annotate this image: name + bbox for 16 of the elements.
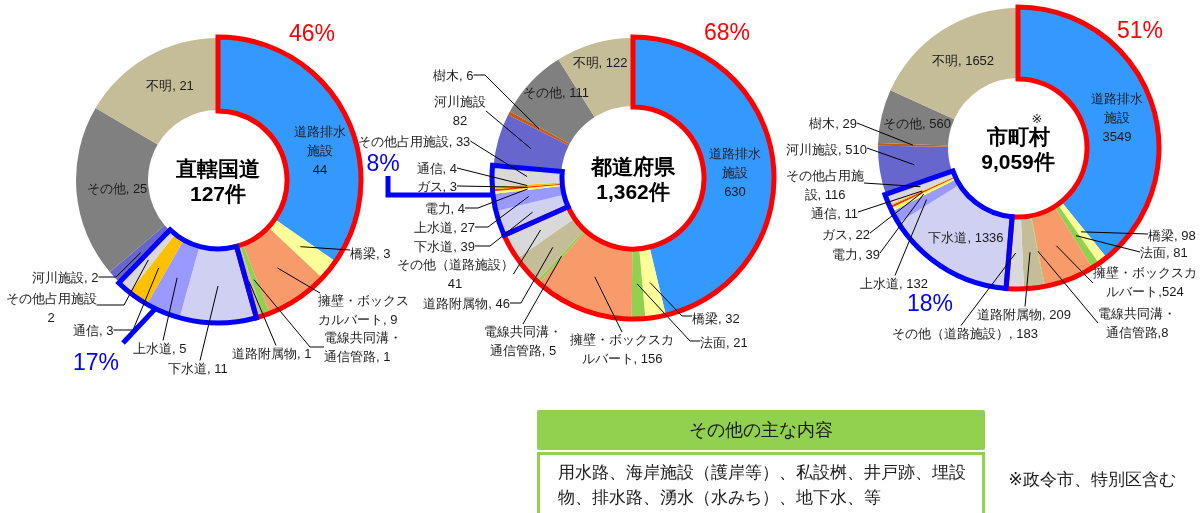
title: 直轄国道 xyxy=(176,156,260,180)
title: 市町村 xyxy=(986,124,1050,148)
subtitle: 9,059件 xyxy=(981,149,1055,173)
annotation: ※ xyxy=(1031,110,1043,126)
subtitle: 127件 xyxy=(190,181,246,205)
annotation: 68% xyxy=(704,19,750,45)
text: 用水路、海岸施設（護岸等）、私設桝、井戸跡、埋設物、排水路、湧水（水みち）、地下水、等 xyxy=(558,462,967,509)
subtitle: 1,362件 xyxy=(596,179,670,203)
annotation: 8% xyxy=(366,150,400,176)
annotation: 17% xyxy=(73,349,119,375)
text: その他の主な内容 xyxy=(537,410,985,450)
annotation: 18% xyxy=(907,290,953,316)
title: 都道府県 xyxy=(591,154,675,178)
annotation: ※政令市、特別区含む xyxy=(1008,469,1176,489)
annotation: 51% xyxy=(1117,17,1163,43)
annotation: 46% xyxy=(289,20,335,46)
